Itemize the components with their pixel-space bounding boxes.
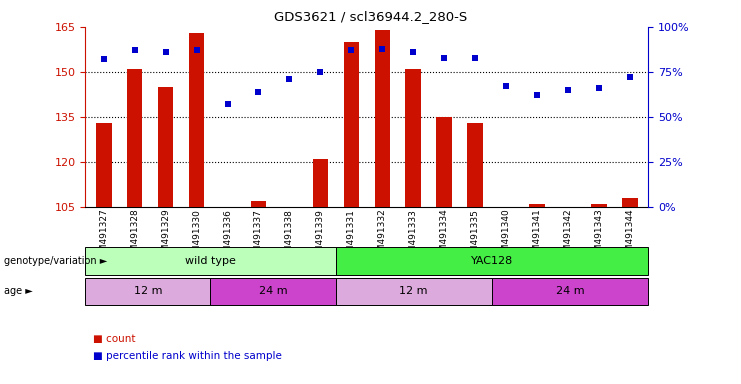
Point <box>469 55 481 61</box>
Bar <box>96 123 111 207</box>
Point <box>345 47 357 53</box>
Bar <box>127 69 142 207</box>
Text: ■ count: ■ count <box>93 334 135 344</box>
Point <box>408 49 419 55</box>
Bar <box>344 42 359 207</box>
Text: YAC128: YAC128 <box>471 256 513 266</box>
Point <box>314 69 326 75</box>
Text: GDS3621 / scl36944.2_280-S: GDS3621 / scl36944.2_280-S <box>274 10 467 23</box>
Point <box>284 76 296 82</box>
Point <box>531 93 543 99</box>
Point <box>376 45 388 51</box>
Bar <box>405 69 421 207</box>
Bar <box>468 123 483 207</box>
Point <box>593 85 605 91</box>
Point <box>98 56 110 63</box>
Point <box>222 101 233 108</box>
Text: 24 m: 24 m <box>259 286 288 296</box>
Point <box>562 87 574 93</box>
Point <box>190 47 202 53</box>
Bar <box>591 204 607 207</box>
Point <box>253 89 265 95</box>
Bar <box>436 117 452 207</box>
Bar <box>158 87 173 207</box>
Bar <box>374 30 390 207</box>
Bar <box>189 33 205 207</box>
Point <box>500 83 512 89</box>
Text: ■ percentile rank within the sample: ■ percentile rank within the sample <box>93 351 282 361</box>
Bar <box>250 201 266 207</box>
Text: 24 m: 24 m <box>556 286 585 296</box>
Text: genotype/variation ►: genotype/variation ► <box>4 256 107 266</box>
Point <box>129 47 141 53</box>
Bar <box>529 204 545 207</box>
Text: 12 m: 12 m <box>399 286 428 296</box>
Bar <box>313 159 328 207</box>
Point <box>160 49 172 55</box>
Point <box>438 55 450 61</box>
Bar <box>622 198 637 207</box>
Text: age ►: age ► <box>4 286 33 296</box>
Point <box>624 74 636 81</box>
Text: wild type: wild type <box>185 256 236 266</box>
Text: 12 m: 12 m <box>133 286 162 296</box>
